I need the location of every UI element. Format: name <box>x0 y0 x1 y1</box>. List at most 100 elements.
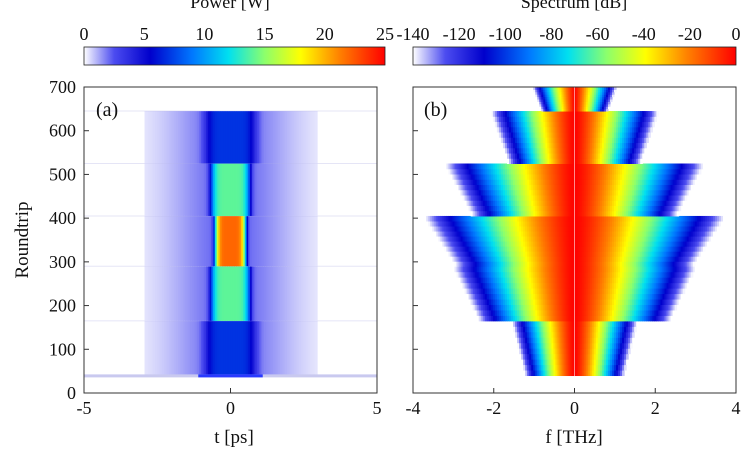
heatmap-b-cell <box>581 220 585 227</box>
heatmap-b-cell <box>521 153 524 159</box>
heatmap-b-cell <box>561 236 565 242</box>
heatmap-b-cell <box>678 246 682 252</box>
heatmap-b-cell <box>506 189 510 196</box>
heatmap-a-cell <box>170 111 174 164</box>
heatmap-b-cell <box>496 189 500 196</box>
heatmap-b-cell <box>498 226 502 232</box>
heatmap-b-cell <box>589 215 593 222</box>
heatmap-b-cell <box>611 220 615 227</box>
heatmap-a-cell <box>206 215 209 267</box>
heatmap-b-cell <box>583 326 587 333</box>
heatmap-b-cell <box>640 309 643 316</box>
heatmap-b-cell <box>545 189 548 196</box>
heatmap-b-cell <box>492 304 496 311</box>
heatmap-b-cell <box>581 348 585 355</box>
heatmap-b-cell <box>557 342 561 349</box>
heatmap-b-cell <box>595 266 599 273</box>
heatmap-b-cell <box>670 236 674 242</box>
heatmap-b-cell <box>500 137 504 144</box>
heatmap-a-cell <box>250 215 253 267</box>
heatmap-b-cell <box>533 353 536 360</box>
heatmap-b-cell <box>591 370 595 377</box>
heatmap-b-cell <box>509 205 512 212</box>
heatmap-b-cell <box>531 288 534 295</box>
heatmap-b-cell <box>504 179 508 185</box>
heatmap-b-cell <box>525 353 528 360</box>
heatmap-b-cell <box>563 158 567 164</box>
heatmap-b-cell <box>476 261 480 267</box>
heatmap-a-cell <box>158 320 162 376</box>
heatmap-b-cell <box>593 370 597 377</box>
heatmap-b-cell <box>533 158 536 164</box>
heatmap-b-cell <box>620 163 623 170</box>
heatmap-b-cell <box>615 288 619 295</box>
heatmap-b-cell <box>502 293 506 300</box>
heatmap-a-cell <box>191 266 195 321</box>
heatmap-b-cell <box>527 241 530 247</box>
heatmap-b-cell <box>632 251 635 257</box>
heatmap-b-cell <box>591 215 595 222</box>
heatmap-b-cell <box>706 231 710 237</box>
heatmap-b-cell <box>638 315 641 322</box>
heatmap-b-cell <box>484 205 488 212</box>
heatmap-b-cell <box>521 293 524 300</box>
heatmap-a-cell <box>315 266 318 321</box>
heatmap-b-cell <box>527 282 530 289</box>
heatmap-b-cell <box>531 309 534 316</box>
heatmap-a-cell <box>181 163 185 216</box>
heatmap-b-cell <box>513 256 516 262</box>
heatmap-b-cell <box>650 231 653 237</box>
heatmap-b-cell <box>502 261 506 267</box>
heatmap-b-cell <box>632 147 635 154</box>
heatmap-b-cell <box>591 179 595 185</box>
heatmap-b-cell <box>559 246 563 252</box>
heatmap-a-cell <box>241 111 244 164</box>
heatmap-b-cell <box>603 337 607 344</box>
heatmap-b-cell <box>531 326 534 333</box>
heatmap-b-cell <box>597 251 601 257</box>
heatmap-b-cell <box>577 337 581 344</box>
heatmap-a-cell <box>237 163 241 216</box>
heatmap-b-cell <box>541 282 544 289</box>
heatmap-b-cell <box>567 256 571 262</box>
heatmap-a-cell <box>193 163 197 216</box>
heatmap-b-cell <box>620 215 623 222</box>
heatmap-b-cell <box>684 277 688 284</box>
heatmap-b-cell <box>595 226 599 232</box>
heatmap-b-cell <box>559 320 563 327</box>
heatmap-b-cell <box>502 251 506 257</box>
heatmap-b-cell <box>585 163 589 170</box>
heatmap-b-cell <box>684 179 688 185</box>
heatmap-b-cell <box>615 231 619 237</box>
heatmap-a-cell <box>309 215 313 267</box>
heatmap-b-cell <box>476 210 480 217</box>
heatmap-b-cell <box>605 353 609 360</box>
heatmap-b-cell <box>452 226 456 232</box>
heatmap-b-cell <box>684 261 688 267</box>
heatmap-b-cell <box>587 173 591 180</box>
heatmap-b-cell <box>500 205 504 212</box>
heatmap-b-cell <box>708 226 712 232</box>
heatmap-b-cell <box>622 184 625 191</box>
heatmap-b-cell <box>607 142 611 149</box>
heatmap-b-cell <box>500 266 504 273</box>
heatmap-b-cell <box>626 147 629 154</box>
heatmap-b-cell <box>551 147 554 154</box>
heatmap-b-cell <box>468 226 472 232</box>
heatmap-b-cell <box>517 168 520 175</box>
heatmap-b-cell <box>482 246 486 252</box>
heatmap-b-cell <box>553 331 557 338</box>
heatmap-b-cell <box>561 315 565 322</box>
heatmap-b-cell <box>630 288 633 295</box>
heatmap-b-cell <box>504 153 508 159</box>
heatmap-b-cell <box>599 142 603 149</box>
heatmap-b-cell <box>603 220 607 227</box>
heatmap-b-cell <box>577 189 581 196</box>
heatmap-b-cell <box>450 215 454 222</box>
heatmap-b-cell <box>593 158 597 164</box>
heatmap-b-cell <box>557 364 561 371</box>
heatmap-b-cell <box>654 205 657 212</box>
heatmap-b-cell <box>624 210 627 217</box>
heatmap-b-cell <box>609 326 613 333</box>
heatmap-a-cell <box>302 163 306 216</box>
